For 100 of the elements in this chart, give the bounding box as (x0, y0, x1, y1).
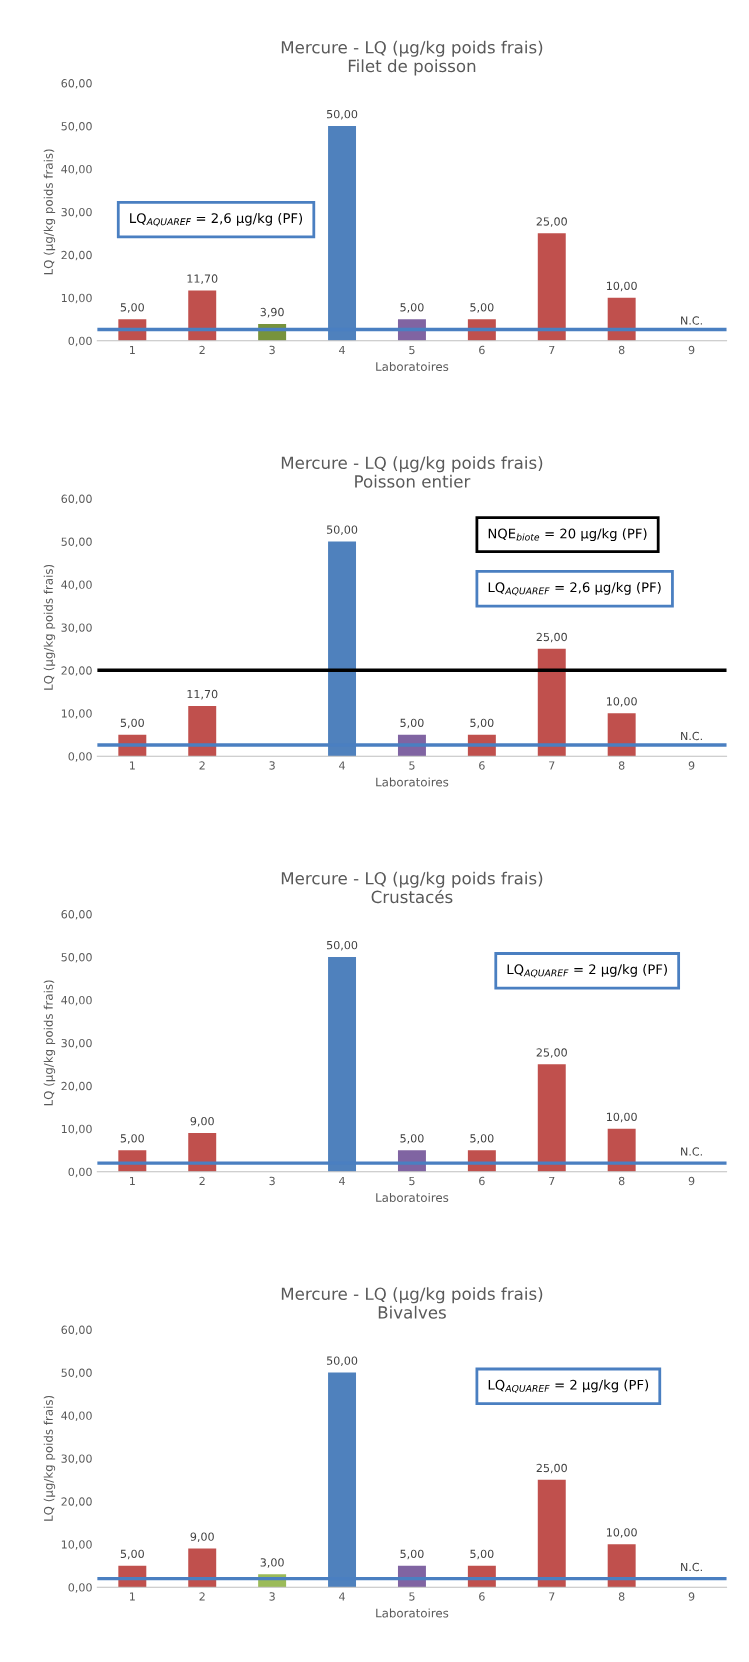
data-label: 25,00 (536, 1048, 567, 1058)
y-tick-label: 10,00 (61, 709, 92, 719)
chart-subtitle: Crustacés (371, 889, 453, 904)
x-tick-label: 9 (688, 345, 695, 355)
y-tick-label: 10,00 (61, 293, 92, 304)
data-label: 50,00 (327, 109, 358, 120)
chart-title: Mercure - LQ (µg/kg poids frais) (281, 456, 543, 473)
data-label: 5,00 (120, 718, 144, 729)
data-label: 5,00 (400, 1549, 424, 1560)
data-label: 25,00 (536, 1463, 567, 1474)
x-tick-label: 6 (479, 761, 485, 770)
x-tick-label: 8 (618, 1592, 625, 1601)
y-tick-label: 0,00 (68, 336, 92, 347)
x-axis-title: Laboratoires (376, 361, 449, 372)
y-tick-label: 50,00 (61, 122, 92, 132)
y-tick-label: 10,00 (61, 1124, 92, 1135)
bar (537, 648, 566, 757)
data-label: 5,00 (470, 718, 494, 729)
y-tick-label: 0,00 (68, 1583, 92, 1593)
x-tick-label: 2 (199, 345, 205, 355)
y-tick-label: 60,00 (61, 1325, 92, 1336)
x-axis-title: Laboratoires (376, 1608, 449, 1618)
x-tick-label: 8 (618, 345, 625, 355)
x-tick-label: 4 (339, 761, 345, 770)
data-label: 5,00 (470, 303, 494, 313)
x-tick-label: 2 (199, 1176, 205, 1186)
annotation: LQ$_{AQUAREF}$ = 2 µg/kg (PF) (507, 964, 667, 978)
x-tick-label: 9 (688, 1592, 695, 1601)
data-label: 5,00 (400, 1134, 424, 1144)
data-label: 11,70 (187, 689, 218, 700)
bar (607, 297, 636, 341)
annotation: LQ$_{AQUAREF}$ = 2 µg/kg (PF) (488, 1379, 649, 1393)
data-label: 3,90 (260, 307, 284, 318)
data-label: 5,00 (120, 303, 144, 313)
x-tick-label: 6 (479, 345, 485, 355)
x-tick-label: 7 (549, 1592, 555, 1601)
data-label: 5,00 (470, 1134, 494, 1144)
y-axis-title: LQ (µg/kg poids frais) (43, 1395, 56, 1521)
data-label: 10,00 (606, 1112, 637, 1123)
data-label: 5,00 (400, 718, 424, 729)
y-tick-label: 40,00 (61, 164, 92, 175)
y-tick-label: 60,00 (61, 910, 92, 920)
x-tick-label: 1 (130, 1592, 135, 1601)
x-tick-label: 6 (479, 1592, 485, 1601)
x-tick-label: 3 (269, 1176, 275, 1186)
y-tick-label: 60,00 (61, 494, 92, 505)
y-tick-label: 20,00 (61, 250, 92, 261)
chart-title: Mercure - LQ (µg/kg poids frais) (281, 1287, 543, 1304)
data-label: 10,00 (606, 697, 637, 707)
x-tick-label: 1 (130, 345, 135, 355)
bar (188, 290, 217, 341)
annotation: LQ$_{AQUAREF}$ = 2,6 µg/kg (PF) (488, 582, 661, 596)
y-tick-label: 50,00 (61, 953, 92, 963)
y-tick-label: 60,00 (61, 79, 92, 89)
y-tick-label: 30,00 (61, 623, 92, 633)
chart-title: Mercure - LQ (µg/kg poids frais) (281, 871, 543, 888)
y-tick-label: 50,00 (61, 1368, 92, 1379)
annotation: LQ$_{AQUAREF}$ = 2,6 µg/kg (PF) (130, 212, 303, 227)
data-label: 50,00 (327, 1356, 358, 1366)
x-tick-label: 6 (479, 1176, 485, 1186)
data-label: 10,00 (606, 281, 637, 292)
annotation: NQE$_{biote}$ = 20 µg/kg (PF) (488, 528, 647, 542)
y-axis-title: LQ (µg/kg poids frais) (43, 564, 56, 690)
data-label: 11,70 (187, 274, 218, 284)
text: N.C. (681, 1562, 702, 1572)
chart-title: Mercure - LQ (µg/kg poids frais) (281, 40, 543, 57)
x-tick-label: 7 (549, 345, 555, 355)
text: N.C. (681, 731, 702, 741)
bar (607, 1544, 636, 1588)
y-tick-label: 50,00 (61, 537, 92, 548)
chart-subtitle: Filet de poisson (348, 59, 476, 76)
x-axis-title: Laboratoires (376, 777, 449, 787)
data-label: 5,00 (120, 1134, 144, 1144)
y-tick-label: 40,00 (61, 1411, 92, 1421)
y-axis-title: LQ (µg/kg poids frais) (43, 980, 56, 1106)
y-tick-label: 40,00 (61, 580, 92, 590)
data-label: 5,00 (400, 303, 424, 313)
y-tick-label: 20,00 (61, 666, 92, 676)
x-tick-label: 2 (199, 1592, 205, 1601)
chart-subtitle: Poisson entier (355, 474, 471, 488)
x-tick-label: 4 (339, 345, 345, 355)
x-tick-label: 9 (688, 1176, 695, 1186)
data-label: 3,00 (260, 1558, 284, 1568)
data-label: 9,00 (190, 1116, 214, 1127)
x-tick-label: 8 (618, 761, 625, 770)
x-tick-label: 2 (199, 761, 205, 770)
bar (537, 233, 566, 341)
data-label: 5,00 (120, 1549, 144, 1560)
x-tick-label: 7 (549, 1176, 555, 1186)
y-tick-label: 10,00 (61, 1540, 92, 1550)
x-tick-label: 5 (409, 1592, 415, 1601)
y-tick-label: 0,00 (68, 1167, 92, 1178)
data-label: 50,00 (327, 525, 358, 535)
x-tick-label: 3 (269, 761, 275, 770)
text: N.C. (681, 1147, 702, 1156)
data-label: 5,00 (470, 1549, 494, 1560)
data-label: 25,00 (536, 632, 567, 643)
x-tick-label: 5 (409, 761, 415, 770)
data-label: 25,00 (536, 217, 567, 227)
x-tick-label: 5 (409, 1176, 415, 1186)
